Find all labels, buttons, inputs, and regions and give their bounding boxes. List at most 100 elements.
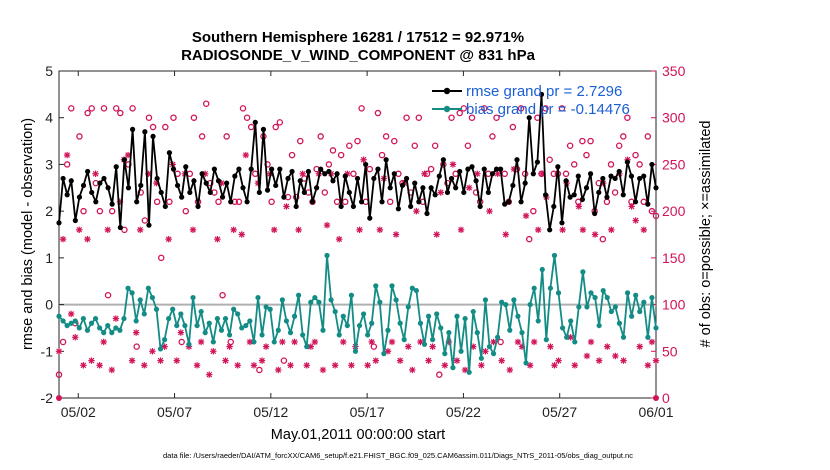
obs-assimilated-point [636,343,643,350]
obs-possible-point [386,198,394,206]
obs-assimilated-point [413,207,420,215]
bias-point [125,285,131,291]
obs-possible-point [427,165,435,173]
bias-point [421,341,428,347]
legend-bias-label: bias grand pr = -0.14476 [466,101,630,118]
bias-point [450,365,456,371]
rmse-point [412,180,418,186]
rmse-point [85,168,91,175]
rmse-point [215,178,222,184]
rmse-point [420,185,426,191]
rmse-point [150,133,156,139]
rmse-point [346,189,352,196]
rmse-point [461,189,467,196]
obs-possible-point [268,198,275,206]
obs-possible-point [129,105,136,112]
obs-assimilated-point [291,338,298,346]
obs-possible-point [243,114,251,121]
rmse-point [395,206,401,212]
obs-possible-point [321,189,329,196]
obs-assimilated-point [279,338,286,346]
rmse-point [608,173,614,179]
obs-assimilated-point [372,357,379,364]
obs-assimilated-point [96,362,103,369]
obs-assimilated-point [405,343,412,350]
bias-point [129,290,135,296]
obs-assimilated-point [559,226,566,234]
obs-possible-point [648,207,656,215]
rmse-point [113,164,119,170]
obs-possible-point [615,142,623,149]
rmse-point [56,220,62,226]
bias-point [641,299,647,305]
rmse-point [547,227,553,233]
rmse-point [166,150,173,156]
rmse-point [375,166,381,172]
obs-possible-point [632,151,639,159]
rmse-point [632,199,639,205]
y-tick-label-right: 250 [662,156,686,172]
obs-assimilated-point [311,338,319,346]
bias-point [568,318,574,324]
obs-possible-point [607,161,615,168]
bias-point [397,320,403,326]
legend-rmse-swatch-marker [443,87,451,95]
obs-assimilated-point [522,212,530,220]
rmse-point [506,199,512,205]
obs-assimilated-point [250,362,258,369]
obs-assimilated-point [67,310,75,318]
obs-possible-point [182,207,190,215]
rmse-point [285,175,291,182]
rmse-point [538,91,545,97]
rmse-point [489,171,496,177]
bias-point [527,301,533,308]
data-file-footer: data file: /Users/raeder/DAI/ATM_forcXX/… [163,451,633,460]
bias-point [486,344,493,350]
bias-point [543,337,549,343]
rmse-point [97,180,103,186]
y-axis-left-label: rmse and bias (model - observation) [20,118,36,350]
bias-point [519,330,525,336]
rmse-point [101,175,107,182]
obs-possible-point [133,343,140,350]
bias-point [637,308,643,315]
bias-point [649,294,655,301]
obs-assimilated-point [388,338,396,346]
rmse-point [224,180,230,186]
y-tick-label-left: 2 [45,203,53,219]
bias-point [576,304,582,310]
bias-point [198,308,204,315]
rmse-point [105,185,111,191]
obs-possible-point [436,371,443,378]
obs-possible-point [350,170,357,178]
obs-possible-point [202,100,210,107]
obs-assimilated-point [628,203,635,210]
obs-assimilated-point [437,189,444,196]
obs-possible-point [481,105,488,112]
rmse-point [314,185,320,191]
obs-assimilated-point [295,226,302,234]
rmse-point [534,159,541,165]
bias-point [645,334,651,340]
rmse-point [403,175,410,182]
obs-assimilated-point [530,338,538,346]
bias-point [405,304,411,310]
obs-assimilated-point [441,362,449,369]
bias-point [251,339,257,345]
rmse-point [305,168,312,175]
obs-possible-point [117,109,124,117]
rmse-point [493,166,500,172]
obs-possible-point [317,133,324,140]
obs-axis-end-marker [653,395,659,401]
obs-assimilated-point [258,357,266,364]
obs-possible-point [190,114,198,121]
obs-possible-point [546,156,553,164]
rmse-point [440,157,446,163]
obs-possible-point [235,198,243,206]
x-axis-ticks: 05/02 05/07 05/12 05/17 05/22 05/27 06/01 [61,71,674,420]
obs-possible-point [456,109,463,117]
obs-assimilated-point [551,362,558,369]
bias-point [458,348,464,354]
obs-assimilated-point [486,207,493,215]
